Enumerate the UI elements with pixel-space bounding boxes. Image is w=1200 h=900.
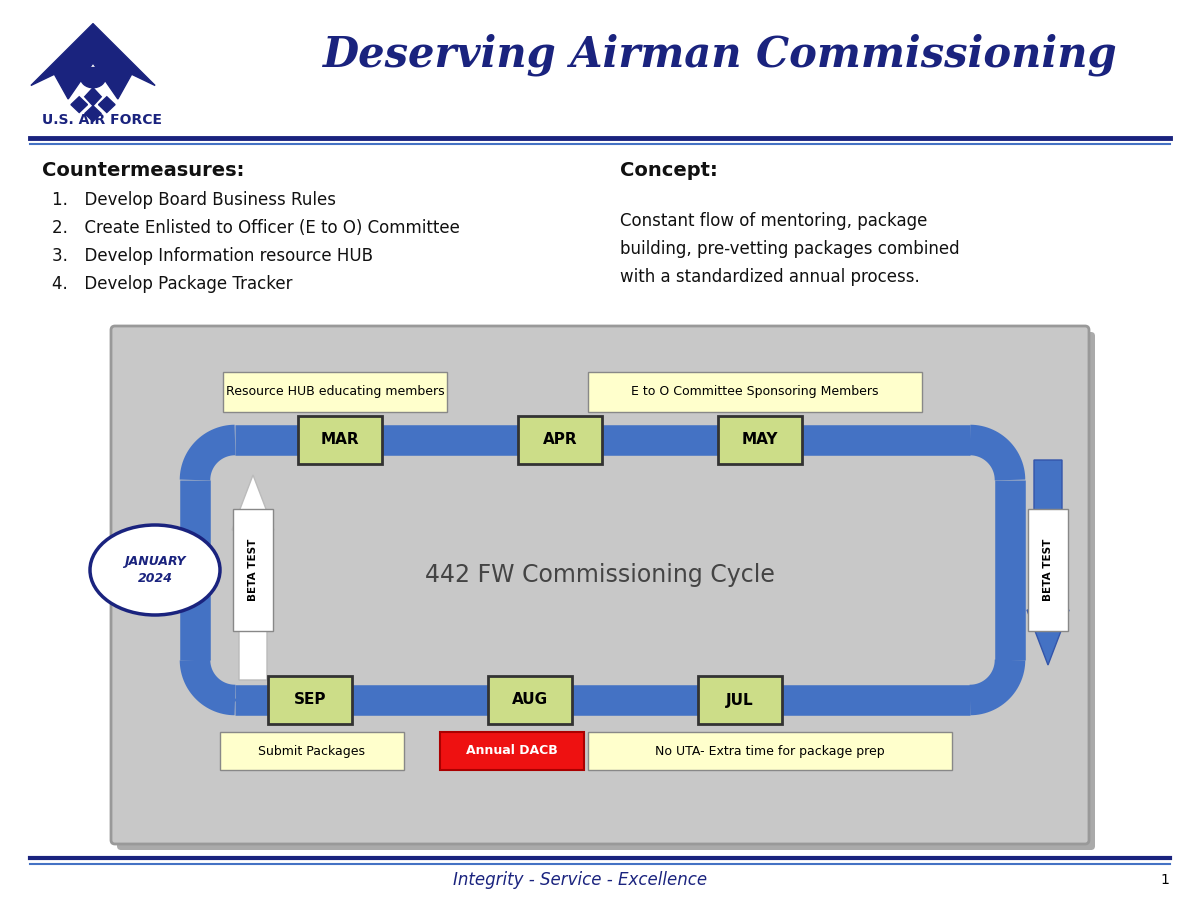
Text: JUL: JUL (726, 692, 754, 707)
Text: 3. Develop Information resource HUB: 3. Develop Information resource HUB (52, 247, 373, 265)
Text: SEP: SEP (294, 692, 326, 707)
FancyBboxPatch shape (220, 732, 404, 770)
Text: 1: 1 (1160, 873, 1170, 887)
Text: Countermeasures:: Countermeasures: (42, 160, 245, 179)
FancyBboxPatch shape (298, 416, 382, 464)
FancyBboxPatch shape (588, 372, 922, 412)
FancyBboxPatch shape (118, 332, 1096, 850)
FancyBboxPatch shape (718, 416, 802, 464)
Text: APR: APR (542, 433, 577, 447)
Text: 442 FW Commissioning Cycle: 442 FW Commissioning Cycle (425, 563, 775, 587)
Text: 1. Develop Board Business Rules: 1. Develop Board Business Rules (52, 191, 336, 209)
Text: AUG: AUG (512, 692, 548, 707)
FancyBboxPatch shape (112, 326, 1090, 844)
Text: JANUARY
2024: JANUARY 2024 (125, 555, 186, 585)
FancyBboxPatch shape (440, 732, 584, 770)
Text: Deserving Airman Commissioning: Deserving Airman Commissioning (323, 33, 1117, 76)
Text: 4. Develop Package Tracker: 4. Develop Package Tracker (52, 275, 293, 293)
FancyBboxPatch shape (223, 372, 446, 412)
Text: No UTA- Extra time for package prep: No UTA- Extra time for package prep (655, 744, 884, 758)
Polygon shape (98, 97, 115, 112)
Text: MAR: MAR (320, 433, 359, 447)
FancyBboxPatch shape (698, 676, 782, 724)
Text: Integrity - Service - Excellence: Integrity - Service - Excellence (452, 871, 707, 889)
Text: E to O Committee Sponsoring Members: E to O Committee Sponsoring Members (631, 385, 878, 399)
Text: MAY: MAY (742, 433, 779, 447)
FancyArrow shape (232, 475, 274, 680)
Text: 2. Create Enlisted to Officer (E to O) Committee: 2. Create Enlisted to Officer (E to O) C… (52, 219, 460, 237)
Ellipse shape (90, 525, 220, 615)
FancyBboxPatch shape (588, 732, 952, 770)
FancyBboxPatch shape (488, 676, 572, 724)
FancyArrow shape (1027, 460, 1069, 665)
Text: BETA TEST: BETA TEST (1043, 539, 1054, 601)
Text: BETA TEST: BETA TEST (248, 539, 258, 601)
FancyBboxPatch shape (233, 509, 274, 631)
Polygon shape (85, 106, 101, 122)
Text: Resource HUB educating members: Resource HUB educating members (226, 385, 444, 399)
Polygon shape (94, 23, 155, 99)
Polygon shape (85, 88, 101, 106)
Text: Constant flow of mentoring, package
building, pre-vetting packages combined
with: Constant flow of mentoring, package buil… (620, 212, 960, 285)
Polygon shape (71, 97, 88, 112)
Text: U.S. AIR FORCE: U.S. AIR FORCE (42, 113, 162, 127)
Polygon shape (31, 23, 94, 99)
FancyBboxPatch shape (1028, 509, 1068, 631)
FancyBboxPatch shape (268, 676, 352, 724)
Circle shape (80, 68, 106, 88)
Text: Submit Packages: Submit Packages (258, 744, 366, 758)
FancyBboxPatch shape (518, 416, 602, 464)
Text: Annual DACB: Annual DACB (466, 744, 558, 758)
Text: Concept:: Concept: (620, 160, 718, 179)
